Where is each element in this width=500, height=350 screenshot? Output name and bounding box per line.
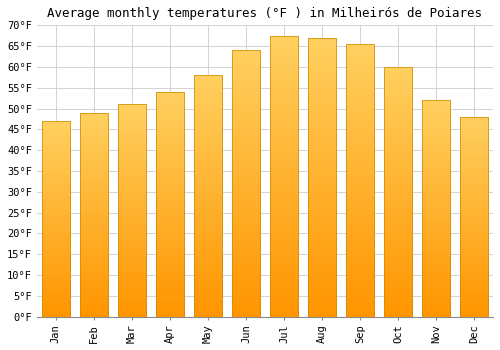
Bar <box>270 36 298 317</box>
Bar <box>384 67 412 317</box>
Bar <box>232 50 260 317</box>
Title: Average monthly temperatures (°F ) in Milheirós de Poiares: Average monthly temperatures (°F ) in Mi… <box>48 7 482 20</box>
Bar <box>346 44 374 317</box>
Bar <box>194 75 222 317</box>
Bar <box>156 92 184 317</box>
Bar <box>80 113 108 317</box>
Bar <box>422 100 450 317</box>
Bar <box>42 121 70 317</box>
Bar <box>460 117 488 317</box>
Bar <box>308 38 336 317</box>
Bar <box>118 104 146 317</box>
